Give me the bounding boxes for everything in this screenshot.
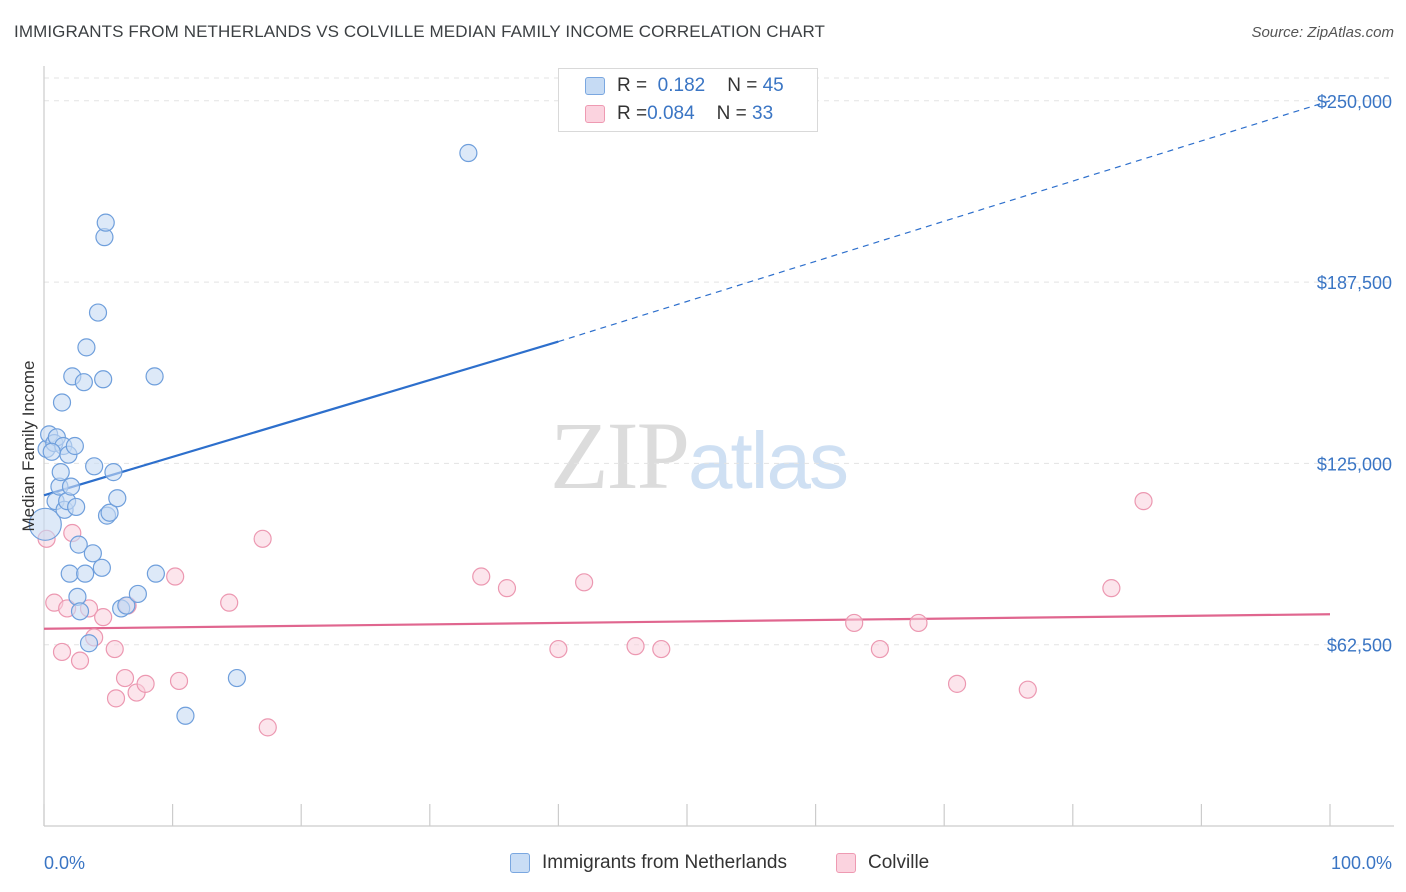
point-colville	[115, 668, 135, 688]
y-tick-label: $250,000	[1317, 92, 1392, 112]
point-netherlands	[176, 706, 195, 725]
point-netherlands	[65, 436, 84, 456]
y-tick-label: $187,500	[1317, 273, 1392, 293]
point-colville	[549, 639, 568, 659]
legend-r-label: R =	[617, 75, 648, 96]
x-tick-label-end: 100.0%	[1331, 853, 1392, 873]
chart-title: IMMIGRANTS FROM NETHERLANDS VS COLVILLE …	[14, 22, 826, 41]
bottom-legend-label-netherlands: Immigrants from Netherlands	[542, 852, 787, 873]
point-colville	[497, 579, 517, 598]
watermark: ZIPatlas	[550, 400, 849, 511]
grid-lines	[44, 77, 1394, 646]
point-colville	[106, 689, 126, 708]
point-colville	[909, 613, 928, 633]
point-colville	[947, 674, 967, 693]
legend-row-colville: R = 0.084 N = 33	[585, 103, 773, 125]
point-colville	[94, 608, 113, 627]
axes	[43, 66, 1394, 827]
point-colville	[472, 567, 491, 586]
trend-line-netherlands	[43, 340, 559, 497]
point-colville	[169, 671, 189, 691]
trend-line-netherlands-projection	[558, 100, 1331, 343]
y-axis-title: Median Family Income	[19, 360, 38, 531]
point-netherlands	[28, 507, 62, 541]
y-tick-label: $62,500	[1327, 636, 1392, 656]
point-netherlands	[104, 463, 123, 482]
point-colville	[1134, 492, 1153, 511]
legend-n-label: N =	[716, 103, 747, 124]
trend-lines	[43, 100, 1331, 630]
point-colville	[253, 529, 272, 548]
point-colville	[166, 567, 185, 586]
legend-row-netherlands: R = 0.182 N = 45	[585, 75, 784, 97]
point-netherlands	[108, 489, 127, 508]
point-colville	[52, 642, 72, 662]
point-colville	[70, 651, 90, 670]
point-colville	[220, 593, 239, 612]
data-points	[28, 143, 1153, 737]
point-colville	[626, 637, 645, 656]
point-netherlands	[96, 213, 115, 232]
point-netherlands	[145, 367, 164, 386]
point-netherlands	[117, 596, 136, 615]
point-netherlands	[79, 634, 99, 653]
y-tick-label: $125,000	[1317, 454, 1392, 474]
point-colville	[870, 639, 890, 659]
point-netherlands	[67, 497, 86, 517]
watermark-atlas: atlas	[688, 416, 849, 505]
bottom-legend-swatch-netherlands	[510, 853, 530, 873]
point-netherlands	[83, 544, 102, 563]
stats-legend: R = 0.182 N = 45 R = 0.084 N = 33	[558, 68, 818, 132]
tick-labels: $62,500 $125,000 $187,500 $250,000 0.0% 100.0…	[19, 92, 1392, 873]
legend-n-value: 33	[752, 103, 774, 124]
point-netherlands	[52, 393, 72, 412]
point-colville	[575, 573, 594, 592]
point-netherlands	[76, 564, 95, 583]
point-netherlands	[85, 457, 104, 476]
point-netherlands	[459, 143, 478, 163]
point-colville	[652, 639, 671, 659]
x-tick-label-start: 0.0%	[44, 853, 85, 873]
point-colville	[105, 639, 124, 659]
point-netherlands	[69, 535, 88, 554]
point-netherlands	[88, 303, 108, 322]
legend-n-label: N =	[727, 75, 758, 96]
point-netherlands	[74, 373, 93, 392]
legend-r-label: R =	[617, 103, 648, 124]
bottom-legend-label-colville: Colville	[868, 852, 930, 873]
watermark-zip: ZIP	[550, 402, 690, 509]
point-netherlands	[100, 503, 119, 522]
legend-r-value: 0.084	[647, 103, 695, 124]
point-netherlands	[128, 584, 147, 604]
point-colville	[1102, 579, 1121, 598]
point-netherlands	[70, 602, 90, 621]
point-netherlands	[94, 370, 113, 389]
point-netherlands	[77, 338, 96, 357]
point-netherlands	[60, 564, 79, 583]
point-netherlands	[61, 477, 81, 496]
point-colville	[845, 613, 864, 633]
legend-r-value: 0.182	[657, 75, 706, 96]
point-netherlands	[227, 668, 246, 688]
point-colville	[136, 674, 155, 693]
point-colville	[258, 718, 277, 737]
bottom-legend-netherlands: Immigrants from Netherlands	[510, 852, 787, 874]
legend-n-value: 45	[762, 75, 784, 96]
point-netherlands	[42, 442, 61, 461]
legend-swatch-colville	[585, 105, 605, 123]
point-colville	[1018, 680, 1037, 699]
bottom-legend-swatch-colville	[836, 853, 856, 873]
chart-source: Source: ZipAtlas.com	[1251, 24, 1394, 41]
point-netherlands	[51, 463, 70, 482]
bottom-legend-colville: Colville	[836, 852, 929, 874]
point-netherlands	[146, 564, 165, 583]
point-netherlands	[92, 558, 111, 577]
trend-line-colville	[43, 613, 1331, 630]
legend-swatch-netherlands	[585, 77, 605, 95]
